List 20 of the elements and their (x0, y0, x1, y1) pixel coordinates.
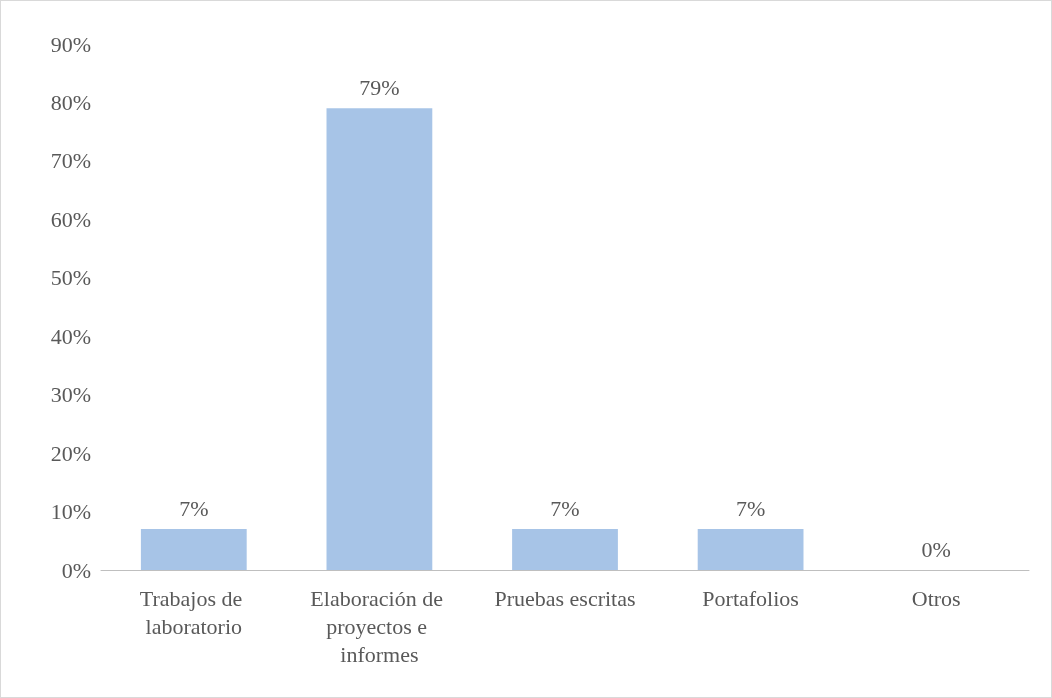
y-tick-label: 30% (50, 382, 91, 408)
x-tick-label: Otros (911, 585, 961, 611)
y-tick-label: 10% (50, 499, 91, 525)
y-tick-label: 60% (50, 206, 91, 232)
y-tick-label: 0% (61, 557, 91, 583)
y-tick-label: 40% (50, 323, 91, 349)
y-tick-label: 70% (50, 148, 91, 174)
y-tick-label: 20% (50, 440, 91, 466)
x-tick-label: Trabajos de laboratorio (139, 585, 248, 639)
x-tick-label: Elaboración de proyectos e informes (310, 585, 449, 667)
y-tick-label: 90% (50, 31, 91, 57)
x-tick-label: Pruebas escritas (494, 585, 636, 611)
y-tick-label: 50% (50, 265, 91, 291)
data-label: 79% (359, 74, 400, 100)
data-label: 0% (921, 536, 951, 562)
y-tick-label: 80% (50, 89, 91, 115)
x-tick-label: Portafolios (702, 585, 799, 611)
data-label: 7% (550, 495, 580, 521)
data-label: 7% (179, 495, 209, 521)
data-label: 7% (735, 495, 766, 521)
